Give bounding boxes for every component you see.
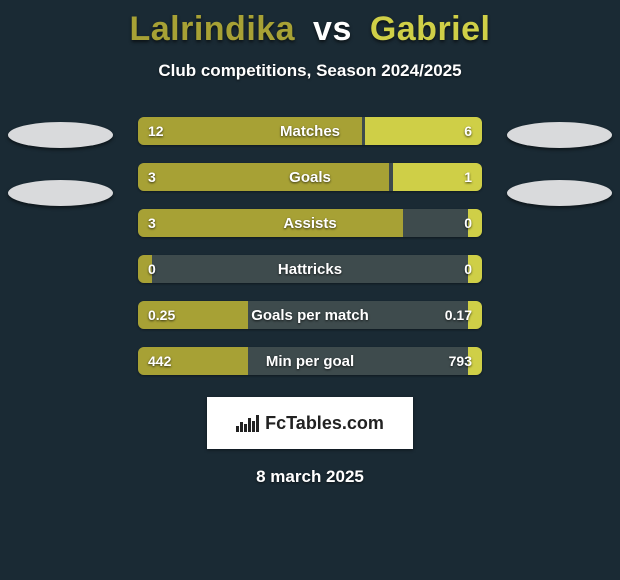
bar-right bbox=[393, 163, 482, 191]
bar-right bbox=[468, 301, 482, 329]
stat-row: 126Matches bbox=[138, 117, 482, 145]
title-player1: Lalrindika bbox=[129, 10, 295, 49]
brand-badge: FcTables.com bbox=[207, 397, 413, 449]
bar-right bbox=[365, 117, 482, 145]
bar-left bbox=[138, 209, 403, 237]
stat-row: 442793Min per goal bbox=[138, 347, 482, 375]
left-shadow-col bbox=[8, 117, 113, 206]
shadow-ellipse bbox=[507, 180, 612, 206]
stat-label: Hattricks bbox=[138, 255, 482, 283]
brand-logo-icon bbox=[236, 415, 259, 432]
subtitle: Club competitions, Season 2024/2025 bbox=[0, 49, 620, 81]
right-shadow-col bbox=[507, 117, 612, 206]
bar-left bbox=[138, 117, 362, 145]
comparison-content: 126Matches 31Goals 30Assists 00Hattricks 0.2… bbox=[0, 117, 620, 375]
date-label: 8 march 2025 bbox=[0, 467, 620, 487]
bar-right bbox=[468, 255, 482, 283]
comparison-rows: 126Matches 31Goals 30Assists 00Hattricks 0.2… bbox=[138, 117, 482, 375]
stat-row: 30Assists bbox=[138, 209, 482, 237]
bar-left bbox=[138, 301, 248, 329]
stat-row: 31Goals bbox=[138, 163, 482, 191]
title-vs: vs bbox=[313, 10, 352, 49]
bar-right bbox=[468, 209, 482, 237]
shadow-ellipse bbox=[8, 122, 113, 148]
page-title: Lalrindika vs Gabriel bbox=[0, 0, 620, 49]
title-player2: Gabriel bbox=[370, 10, 491, 49]
bar-right bbox=[468, 347, 482, 375]
stat-row: 00Hattricks bbox=[138, 255, 482, 283]
shadow-ellipse bbox=[8, 180, 113, 206]
shadow-ellipse bbox=[507, 122, 612, 148]
bar-left bbox=[138, 163, 389, 191]
stat-row: 0.250.17Goals per match bbox=[138, 301, 482, 329]
brand-text: FcTables.com bbox=[265, 413, 384, 434]
bar-left bbox=[138, 255, 152, 283]
bar-left bbox=[138, 347, 248, 375]
